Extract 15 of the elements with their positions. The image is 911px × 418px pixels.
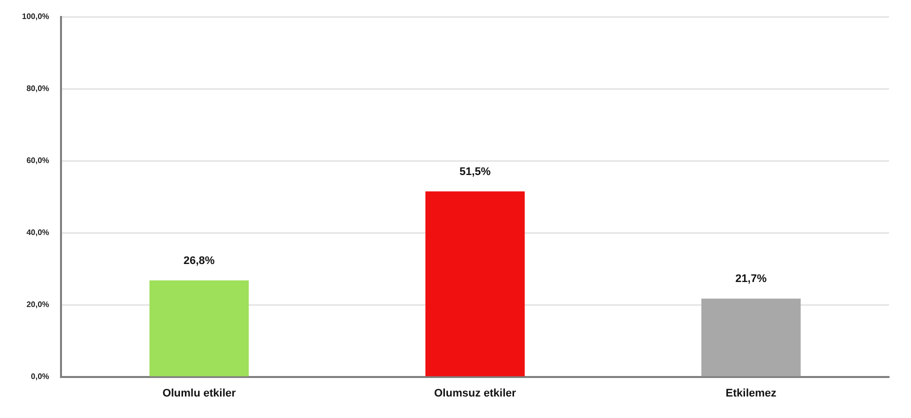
y-tick-label: 40,0% [26,228,50,238]
data-label: 21,7% [735,273,767,286]
x-tick-label: Olumsuz etkiler [434,387,517,400]
x-tick-label: Olumlu etkiler [162,387,237,400]
data-label: 51,5% [459,166,491,178]
y-tick-label: 20,0% [26,300,50,310]
bar [149,280,249,376]
bar [701,298,801,376]
y-tick-label: 80,0% [26,84,50,94]
bar [425,191,525,376]
data-label: 26,8% [184,254,215,267]
y-tick-label: 100,0% [22,12,50,22]
x-tick-label: Etkilemez [726,387,777,400]
y-tick-label: 60,0% [26,156,50,166]
y-tick-label: 0,0% [30,372,50,382]
